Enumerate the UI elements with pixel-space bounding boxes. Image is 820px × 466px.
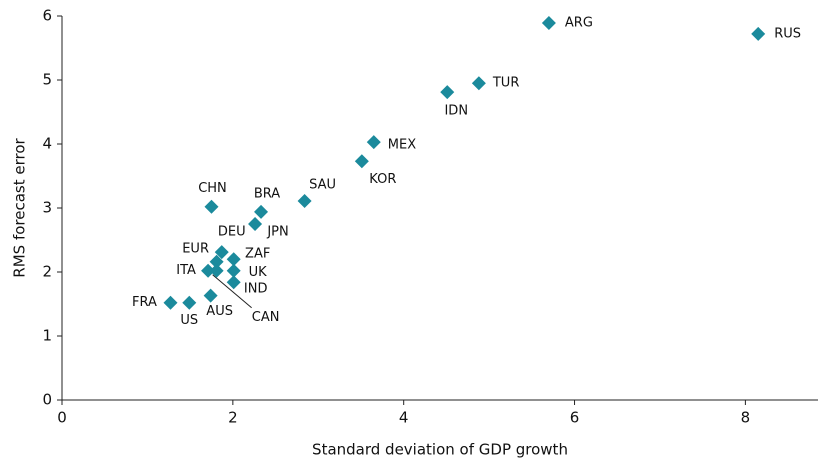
point [354,154,369,169]
y-tick-label: 6 [42,7,52,25]
point [201,263,216,278]
point [751,26,766,41]
point-label: DEU [218,225,246,240]
point-label: ZAF [245,247,270,262]
point [182,295,197,310]
point-label: RUS [774,26,801,41]
point-label: SAU [309,177,336,192]
point-label: MEX [388,138,416,153]
y-tick-label: 1 [42,327,52,345]
point-label: EUR [182,241,209,256]
point [248,217,263,231]
point [203,288,218,303]
point-label: KOR [369,172,396,187]
point-label: CHN [198,181,227,196]
point [204,199,219,214]
y-tick-label: 4 [42,135,52,153]
point-label: UK [249,265,268,280]
point-label: TUR [492,76,520,91]
point-label: CAN [252,310,280,325]
point [254,204,269,219]
point [214,245,229,260]
x-tick-label: 4 [399,409,409,427]
point [440,85,455,100]
x-tick-label: 6 [570,409,580,427]
x-axis-label: Standard deviation of GDP growth [312,441,568,459]
point [163,295,178,310]
point [226,263,241,278]
x-tick-label: 8 [741,409,751,427]
y-tick-label: 2 [42,263,52,281]
point-label: ARG [565,16,593,31]
point [209,254,224,269]
point [226,252,241,267]
point-label: JPN [266,225,288,240]
y-tick-label: 0 [42,391,52,409]
y-axis-label: RMS forecast error [11,137,29,277]
point [541,16,556,31]
point [226,275,241,290]
point-label: US [180,313,198,328]
leader-line [212,274,252,309]
y-tick-label: 3 [42,199,52,217]
point-label: AUS [206,304,233,319]
point-label: IDN [444,104,468,119]
x-tick-label: 0 [57,409,67,427]
y-tick-label: 5 [42,71,52,89]
point [471,76,486,91]
point [366,135,381,150]
point-label: FRA [132,295,157,310]
point [209,263,224,278]
point-label: BRA [254,186,280,201]
point-label: ITA [176,263,196,278]
point-label: IND [244,282,268,297]
point [297,193,312,208]
x-tick-label: 2 [228,409,238,427]
